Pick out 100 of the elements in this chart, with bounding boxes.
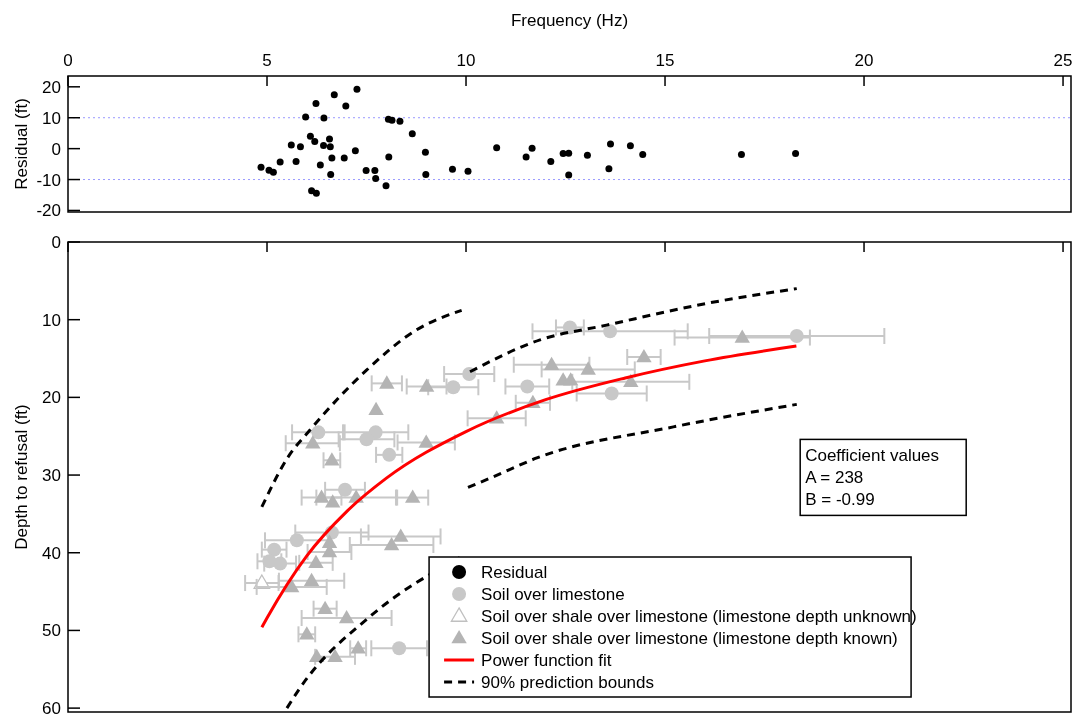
- point: [338, 482, 353, 497]
- point: [342, 102, 350, 110]
- point: [520, 379, 535, 394]
- point: [636, 348, 652, 363]
- point: [328, 154, 336, 162]
- annotation: A = 238: [805, 468, 864, 488]
- point: [580, 361, 596, 375]
- point: [543, 356, 560, 370]
- line-series: [260, 308, 464, 509]
- point: [379, 375, 395, 389]
- point: [446, 380, 461, 395]
- y-tick-label: 10: [42, 310, 61, 330]
- point: [371, 167, 379, 175]
- point: [269, 168, 277, 176]
- point: [302, 113, 310, 121]
- y-tick-label: 10: [42, 108, 61, 128]
- point: [396, 117, 404, 125]
- annotation: Coefficient values: [805, 446, 940, 466]
- point: [382, 182, 390, 190]
- point: [382, 447, 397, 462]
- point: [289, 533, 304, 548]
- point: [392, 641, 407, 656]
- point: [257, 163, 265, 171]
- point: [372, 175, 380, 183]
- x-tick-label: 25: [1053, 51, 1073, 70]
- point: [385, 153, 393, 161]
- point: [353, 85, 361, 93]
- point: [421, 148, 429, 156]
- point: [305, 435, 321, 449]
- point: [562, 320, 577, 335]
- x-tick-label: 10: [456, 51, 476, 70]
- y-axis-title: Depth to refusal (ft): [12, 404, 31, 550]
- point: [448, 165, 456, 173]
- x-tick-label: 5: [262, 51, 272, 70]
- point: [393, 528, 409, 542]
- point: [605, 165, 613, 173]
- point: [359, 432, 374, 447]
- point: [296, 143, 304, 151]
- point: [273, 556, 288, 571]
- point: [326, 143, 334, 151]
- point: [313, 489, 330, 503]
- point: [607, 140, 614, 148]
- point: [338, 609, 355, 624]
- point: [327, 648, 343, 663]
- point: [734, 329, 750, 343]
- point: [418, 378, 435, 392]
- point: [464, 167, 472, 175]
- point: [299, 626, 315, 640]
- point: [603, 324, 618, 339]
- point: [320, 114, 328, 122]
- point: [404, 489, 421, 503]
- point: [276, 158, 284, 166]
- legend-label: 90% prediction bounds: [481, 673, 655, 692]
- point: [383, 536, 400, 551]
- line-series: [466, 402, 799, 489]
- point: [324, 452, 340, 466]
- y-tick-label: 20: [42, 77, 61, 97]
- point: [330, 91, 338, 99]
- y-tick-label: 30: [42, 466, 61, 486]
- x-tick-label: 20: [854, 51, 874, 70]
- point: [311, 138, 319, 146]
- y-tick-label: 60: [42, 699, 61, 719]
- point: [522, 153, 530, 161]
- point: [792, 150, 800, 158]
- point: [623, 373, 639, 388]
- y-axis-title: Residual (ft): [12, 98, 31, 190]
- point: [368, 401, 384, 416]
- point: [737, 151, 745, 159]
- point: [583, 151, 591, 159]
- point: [340, 154, 348, 162]
- point: [320, 142, 328, 150]
- y-tick-label: 20: [42, 388, 61, 408]
- point: [308, 554, 324, 569]
- point: [547, 158, 555, 166]
- point: [565, 171, 573, 179]
- point: [565, 149, 573, 157]
- y-tick-label: 50: [42, 621, 61, 641]
- y-tick-label: 0: [51, 139, 61, 159]
- point: [311, 425, 326, 440]
- y-tick-label: -20: [36, 201, 61, 221]
- point: [408, 130, 416, 138]
- legend-label: Soil over limestone: [481, 585, 625, 604]
- point: [303, 572, 320, 586]
- point: [418, 434, 434, 448]
- text: Residual: [481, 563, 548, 582]
- point: [493, 144, 501, 152]
- point: [316, 161, 324, 169]
- y-tick-label: 40: [42, 543, 61, 563]
- point: [287, 141, 295, 149]
- point: [292, 158, 300, 166]
- point: [317, 600, 333, 614]
- point: [283, 578, 300, 593]
- annotation: B = -0.99: [805, 490, 875, 510]
- point: [528, 144, 536, 152]
- y-tick-label: 0: [51, 233, 61, 252]
- line-series: [260, 344, 798, 629]
- x-tick-label: 0: [63, 51, 73, 70]
- point: [267, 542, 282, 557]
- point: [324, 494, 341, 508]
- point: [306, 132, 314, 140]
